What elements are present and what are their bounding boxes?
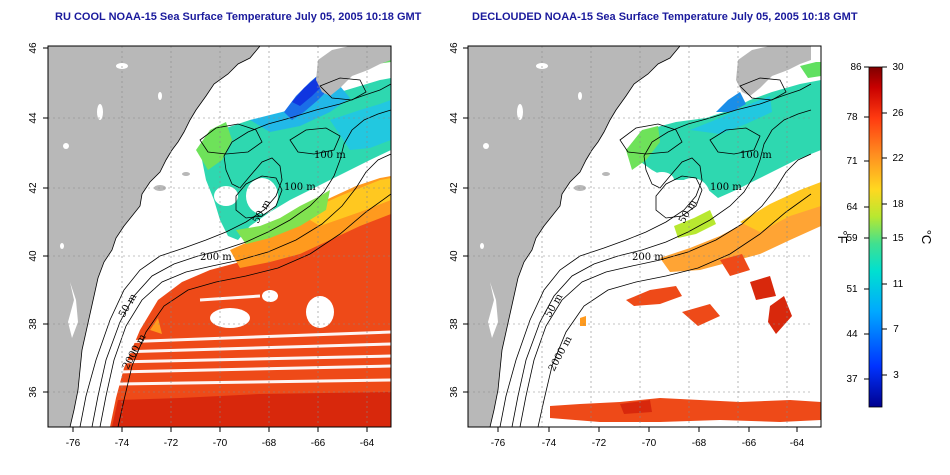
right-lon-tick: -74	[542, 438, 557, 449]
colorbar-f-tick: 51	[846, 284, 858, 295]
right-lon-tick: -76	[491, 438, 506, 449]
colorbar-c-tick: 30	[892, 62, 904, 73]
right-lat-tick: 44	[449, 112, 460, 124]
colorbar-f-tick: 37	[846, 374, 858, 385]
colorbar-c-tick: 18	[892, 199, 904, 210]
left-lon-tick: -76	[66, 438, 81, 449]
colorbar-f-tick: 64	[846, 202, 858, 213]
colorbar-f-tick: 78	[846, 112, 858, 123]
left-lon-tick: -70	[213, 438, 228, 449]
colorbar-f-tick: 44	[846, 329, 858, 340]
right-sst-field	[550, 62, 821, 422]
right-lat-tick: 42	[449, 182, 460, 194]
right-map-panel: 100 m 100 m 50 m 200 m 50 m 2000 m	[468, 46, 821, 427]
right-lon-axis	[497, 427, 798, 432]
colorbar-c-tick: 26	[892, 108, 904, 119]
right-lon-tick: -64	[790, 438, 805, 449]
left-map-panel: 100 m 100 m 50 m 200 m 50 m 2000 m	[48, 46, 391, 427]
colorbar-c-tick: 7	[893, 324, 899, 335]
colorbar-c-tick: 22	[892, 153, 904, 164]
right-lat-tick: 40	[449, 250, 460, 262]
colorbar-gradient	[868, 66, 883, 408]
colorbar-fahrenheit-label: °F	[835, 230, 850, 243]
right-map-title: DECLOUDED NOAA-15 Sea Surface Temperatur…	[472, 11, 858, 23]
left-map-title: RU COOL NOAA-15 Sea Surface Temperature …	[55, 11, 422, 23]
right-lat-tick: 36	[449, 386, 460, 398]
right-lon-tick: -68	[692, 438, 707, 449]
right-contour-label-100m-b: 100 m	[710, 182, 742, 193]
right-contour-label-200m: 200 m	[632, 252, 664, 263]
colorbar-f-tick: 86	[850, 62, 862, 73]
left-lat-tick: 44	[28, 112, 39, 124]
right-contour-label-100m-a: 100 m	[740, 150, 772, 161]
left-lon-tick: -68	[262, 438, 277, 449]
right-lat-tick: 46	[449, 42, 460, 54]
left-lon-tick: -66	[311, 438, 326, 449]
right-lon-tick: -72	[592, 438, 607, 449]
left-lon-tick: -72	[164, 438, 179, 449]
left-lat-tick: 40	[28, 250, 39, 262]
left-lat-tick: 46	[28, 42, 39, 54]
colorbar-celsius-label: °C	[919, 230, 934, 245]
left-sst-field	[110, 46, 391, 427]
right-map-frame	[467, 45, 822, 428]
right-lon-tick: -70	[642, 438, 657, 449]
left-lon-tick: -74	[115, 438, 130, 449]
left-contour-label-100m-a: 100 m	[314, 150, 346, 161]
colorbar-f-tick: 59	[846, 233, 858, 244]
colorbar-c-tick: 11	[893, 279, 904, 290]
left-lat-axis	[43, 47, 48, 393]
left-lon-tick: -64	[360, 438, 375, 449]
colorbar: 86 78 71 64 59 51 44 37 30 26 22 18 15 1…	[835, 62, 934, 408]
colorbar-c-tick: 15	[892, 233, 904, 244]
right-lat-axis	[463, 47, 468, 393]
colorbar-f-tick: 71	[846, 156, 858, 167]
left-lon-axis	[72, 427, 368, 432]
left-contour-label-200m: 200 m	[200, 252, 232, 263]
colorbar-c-tick: 3	[893, 370, 899, 381]
left-lat-tick: 42	[28, 182, 39, 194]
right-lon-tick: -66	[742, 438, 757, 449]
left-lat-tick: 36	[28, 386, 39, 398]
left-contour-label-100m-b: 100 m	[284, 182, 316, 193]
right-lat-tick: 38	[449, 318, 460, 330]
left-lat-tick: 38	[28, 318, 39, 330]
